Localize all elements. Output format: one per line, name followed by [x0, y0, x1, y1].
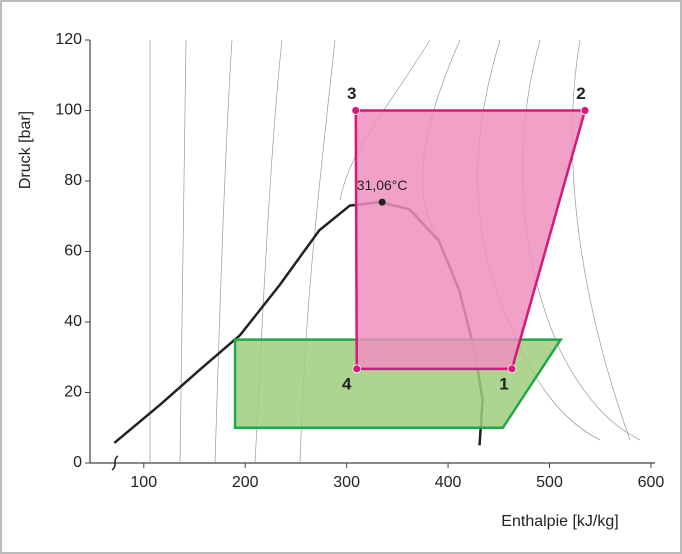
- point-label: 1: [499, 374, 508, 393]
- critical-point: [378, 198, 386, 206]
- x-tick-label: 600: [638, 474, 665, 491]
- state-point: [507, 364, 517, 374]
- y-tick-label: 120: [55, 31, 82, 48]
- point-label: 2: [576, 84, 585, 103]
- x-tick-label: 400: [435, 474, 462, 491]
- x-tick-label: 300: [333, 474, 360, 491]
- y-tick-label: 40: [64, 313, 82, 330]
- annotation: 31,06°C: [357, 177, 408, 193]
- x-axis-label: Enthalpie [kJ/kg]: [501, 513, 618, 530]
- y-tick-label: 0: [73, 454, 82, 471]
- state-point: [352, 364, 362, 374]
- y-tick-label: 80: [64, 172, 82, 189]
- x-tick-label: 500: [536, 474, 563, 491]
- state-point: [351, 106, 361, 115]
- axis-break: [111, 455, 119, 471]
- point-label: 4: [342, 374, 352, 393]
- state-point: [580, 106, 590, 115]
- x-tick-label: 200: [232, 474, 259, 491]
- y-axis-label: Druck [bar]: [17, 111, 34, 189]
- y-tick-label: 60: [64, 243, 82, 260]
- point-label: 3: [347, 84, 356, 103]
- y-tick-label: 20: [64, 384, 82, 401]
- y-tick-label: 100: [55, 102, 82, 119]
- x-tick-label: 100: [130, 474, 157, 491]
